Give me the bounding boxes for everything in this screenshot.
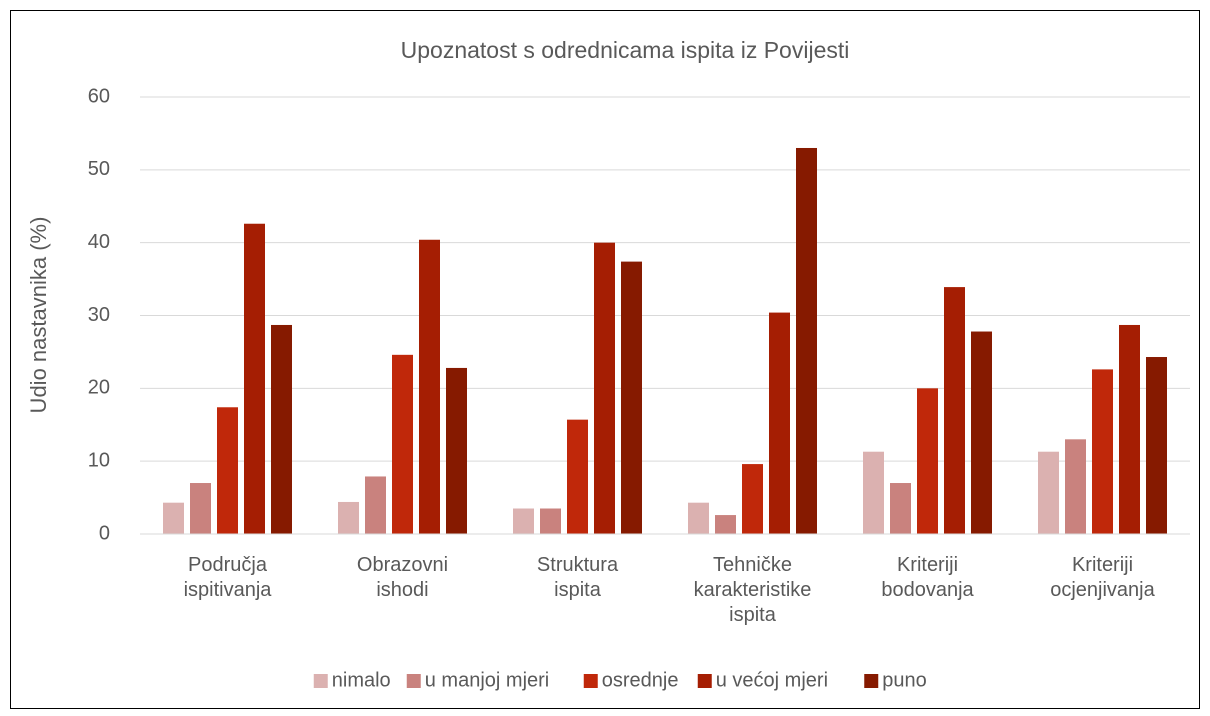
bar [540,508,561,534]
bar [796,147,817,534]
bar [446,367,467,534]
bar [715,515,736,534]
bar [1038,451,1059,534]
bar [513,508,534,534]
bar [594,242,615,534]
bar [567,419,588,534]
bar [1065,439,1086,534]
x-tick-label: Kriteriji ocjenjivanja [1050,554,1155,601]
legend-swatch [697,674,712,688]
bar [769,312,790,534]
bar [971,331,992,534]
bar [244,223,265,535]
bar [217,407,238,534]
bar [271,324,292,534]
bar [917,388,938,534]
x-tick-label: Tehničke karakteristike ispita [694,554,812,626]
legend-swatch [864,674,879,688]
x-tick-label: Kriteriji bodovanja [881,554,974,601]
bar [621,261,642,534]
y-tick-label: 10 [88,449,110,471]
legend-swatch [406,674,421,688]
legend-label: u manjoj mjeri [425,669,549,691]
x-tick-label: Područja ispitivanja [184,554,273,601]
legend-label: osrednje [602,669,679,691]
bar [365,476,386,534]
bar [688,502,709,534]
legend-swatch [583,674,598,688]
bar [392,354,413,534]
chart-title: Upoznatost s odrednicama ispita iz Povij… [401,37,850,63]
bar [338,501,359,534]
bar [863,451,884,534]
bar [742,464,763,534]
y-tick-label: 40 [88,231,110,253]
legend-label: nimalo [332,669,391,691]
bar [1146,357,1167,534]
legend-label: puno [882,669,927,691]
y-tick-label: 20 [88,377,110,399]
y-tick-label: 0 [99,522,110,544]
y-tick-label: 60 [88,85,110,107]
y-axis-label: Udio nastavnika (%) [26,217,51,414]
legend-swatch [313,674,328,688]
bar [1119,324,1140,534]
y-tick-label: 30 [88,304,110,326]
legend-label: u većoj mjeri [716,669,828,691]
x-tick-label: Struktura ispita [537,554,619,601]
bar [163,502,184,534]
x-tick-label: Obrazovni ishodi [357,554,448,601]
bar [1092,369,1113,534]
bar [419,239,440,534]
bar [190,483,211,534]
bar [944,287,965,534]
y-tick-label: 50 [88,158,110,180]
bar [890,483,911,534]
